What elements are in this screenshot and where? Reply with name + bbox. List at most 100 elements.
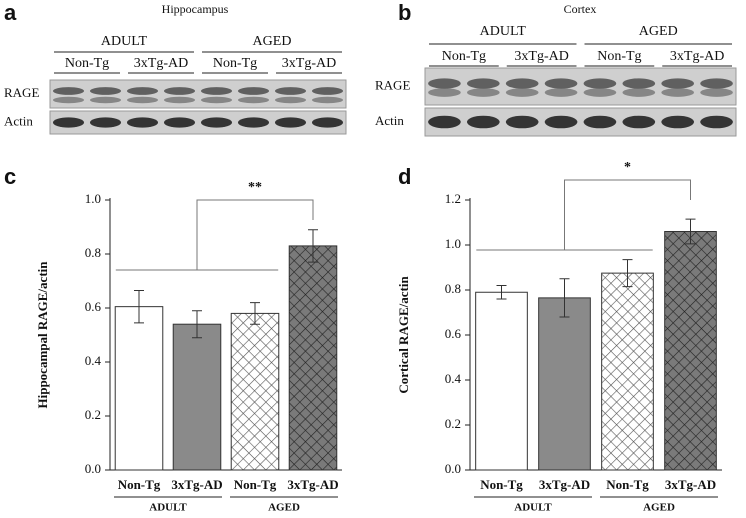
group-label: ADULT [480, 24, 527, 39]
blot-band [466, 78, 500, 89]
bar [538, 297, 591, 471]
blot-band [237, 87, 270, 95]
blot-band [700, 88, 733, 97]
blot-band [661, 78, 695, 89]
y-tick-label: 0.0 [85, 461, 101, 476]
blot-band [700, 78, 733, 89]
panel-letter: c [4, 164, 16, 189]
blot-band [237, 117, 270, 128]
bar [172, 323, 222, 471]
blot-band [89, 96, 122, 104]
lane-label: 3xTg-AD [282, 56, 336, 71]
blot-band [126, 96, 159, 104]
blot-band [700, 115, 733, 129]
lane-label: Non-Tg [65, 56, 109, 71]
significance-bracket [564, 179, 691, 250]
blot-title: Hippocampus [162, 2, 229, 16]
y-tick-label: 0.2 [85, 407, 101, 422]
blot-band [311, 96, 344, 104]
x-tick-label: Non-Tg [480, 477, 523, 492]
blot-band [622, 88, 656, 97]
blot-band [583, 78, 617, 89]
blot-band [126, 117, 159, 128]
blot-band [200, 117, 233, 128]
blot-band [163, 117, 196, 128]
error-bar [496, 285, 507, 300]
bar [664, 231, 717, 471]
x-tick-label: 3xTg-AD [171, 477, 222, 492]
blot-band [505, 78, 539, 89]
y-tick-label: 0.8 [445, 281, 461, 296]
y-tick-label: 0.2 [445, 416, 461, 431]
significance-label: ** [248, 180, 262, 195]
lane-label: 3xTg-AD [670, 49, 724, 64]
x-tick-label: 3xTg-AD [665, 477, 716, 492]
blot-band [466, 88, 500, 97]
blot-band [274, 117, 307, 128]
blot-band [661, 88, 695, 97]
error-bar [192, 310, 202, 339]
blot-band [622, 78, 656, 89]
y-tick-label: 1.2 [445, 191, 461, 206]
blot-band [52, 87, 85, 95]
blot-band [163, 87, 196, 95]
group-label: AGED [639, 24, 678, 39]
blot-band [622, 115, 656, 129]
y-tick-label: 0.6 [445, 326, 462, 341]
bar [114, 306, 164, 471]
blot-band [428, 88, 461, 97]
error-bar [622, 259, 633, 288]
group-label: AGED [643, 502, 675, 514]
y-axis-label: Cortical RAGE/actin [396, 276, 411, 394]
group-label: AGED [268, 502, 300, 514]
row-label: Actin [375, 113, 404, 128]
lane-label: 3xTg-AD [514, 49, 568, 64]
y-tick-label: 0.4 [445, 371, 462, 386]
lane-label: Non-Tg [442, 49, 486, 64]
row-label: Actin [4, 113, 33, 128]
blot-band [163, 96, 196, 104]
blot-title: Cortex [564, 2, 597, 16]
group-label: AGED [253, 34, 292, 49]
y-tick-label: 0.8 [85, 245, 101, 260]
blot-band [466, 115, 500, 129]
bar [475, 291, 528, 471]
blot-strip [49, 79, 347, 109]
blot-band [583, 115, 617, 129]
x-tick-label: 3xTg-AD [287, 477, 338, 492]
x-tick-label: 3xTg-AD [539, 477, 590, 492]
y-tick-label: 0.0 [445, 461, 461, 476]
blot-band [237, 96, 270, 104]
panel-letter: b [398, 0, 411, 25]
panel-letter: d [398, 164, 411, 189]
error-bar [134, 289, 144, 324]
blot-band [200, 96, 233, 104]
y-tick-label: 0.4 [85, 353, 102, 368]
bar [230, 312, 280, 471]
blot-band [428, 115, 461, 129]
error-bar [250, 302, 260, 325]
blot-band [544, 88, 578, 97]
blot-band [505, 115, 539, 129]
row-label: RAGE [4, 85, 39, 100]
group-label: ADULT [514, 502, 552, 514]
x-tick-label: Non-Tg [606, 477, 649, 492]
panel-letter: a [4, 0, 17, 25]
y-tick-label: 1.0 [445, 236, 461, 251]
y-tick-label: 1.0 [85, 191, 101, 206]
blot-band [311, 117, 344, 128]
blot-band [661, 115, 695, 129]
blot-band [200, 87, 233, 95]
blot-band [52, 96, 85, 104]
x-tick-label: Non-Tg [118, 477, 161, 492]
group-label: ADULT [101, 34, 148, 49]
blot-band [544, 115, 578, 129]
blot-band [544, 78, 578, 89]
error-bar [559, 278, 570, 318]
blot-band [89, 87, 122, 95]
blot-strip [49, 110, 347, 135]
blot-band [89, 117, 122, 128]
y-tick-label: 0.6 [85, 299, 102, 314]
bar [601, 272, 654, 471]
